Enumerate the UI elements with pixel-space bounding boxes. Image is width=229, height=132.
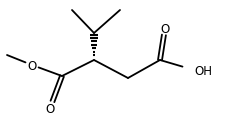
Text: OH: OH — [193, 65, 211, 78]
Text: O: O — [27, 60, 36, 73]
Text: O: O — [160, 23, 169, 36]
Text: O: O — [45, 103, 55, 116]
